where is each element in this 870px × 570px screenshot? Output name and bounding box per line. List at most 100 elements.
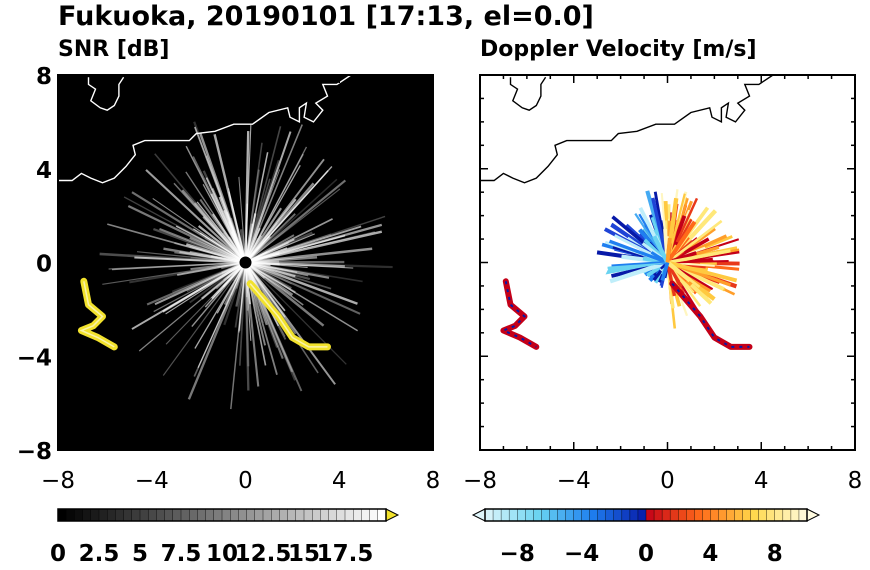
snr-colorbar-extend-max [385,508,400,522]
snr-colorbar-bin [90,508,100,522]
x-tick-label: 8 [426,468,441,494]
snr-data-layer [58,75,393,410]
velocity-colorbar-bin [742,508,752,522]
snr-axes: −8 −4 0 4 8 −8 −4 0 4 8 [17,64,441,494]
snr-colorbar-bin [147,508,158,522]
snr-ray [190,261,246,271]
velocity-colorbar-bin [484,508,494,522]
snr-colorbar-bin [295,508,305,522]
y-tick-label: −8 [17,439,52,465]
x-tick-label: 8 [848,468,863,494]
velocity-colorbar-bin [686,508,696,522]
velocity-ray [652,235,670,264]
rain-echo-south-edge [249,283,328,348]
coastline-north [87,76,125,111]
snr-ray [197,225,247,264]
snr-colorbar-label: 12.5 [235,541,292,567]
x-tick-label: 4 [754,468,769,494]
snr-ray [245,218,333,264]
velocity-colorbar-bin [702,508,712,522]
snr-ray [185,243,246,264]
coastline-north [509,76,547,111]
snr-colorbar-bin [344,508,355,522]
velocity-colorbar-bin [653,508,663,522]
velocity-colorbar-bin [774,508,784,522]
snr-ray [244,179,347,264]
snr-colorbar-bin [123,508,133,522]
snr-ray [244,164,301,263]
snr-ray [169,261,246,308]
snr-colorbar-bin [213,508,223,522]
snr-ray [194,126,247,263]
snr-ray [245,230,383,264]
velocity-colorbar-bin [517,508,527,522]
snr-colorbar-bin [197,508,207,522]
velocity-colorbar-bin [694,508,704,522]
velocity-colorbar-bin [500,508,510,522]
snr-ray [211,238,246,263]
snr-ray [204,262,247,308]
velocity-colorbar-label: −8 [500,541,535,567]
velocity-colorbar-bin [758,508,768,522]
velocity-colorbar-bin [766,508,776,522]
snr-colorbar-bin [229,508,240,522]
velocity-panel-title: Doppler Velocity [m/s] [480,37,757,62]
snr-ray [245,234,295,264]
snr-colorbar-label: 2.5 [79,541,120,567]
rain-echo-west-velocity [500,278,540,350]
x-tick-label: 0 [660,468,675,494]
snr-ray [235,262,247,307]
velocity-colorbar-bin [557,508,567,522]
velocity-colorbar-bin [508,508,518,522]
snr-ray [244,178,338,264]
velocity-colorbar-bin [597,508,607,522]
snr-colorbar-bin [57,508,68,522]
snr-ray [244,166,333,263]
snr-ray [211,213,247,264]
velocity-colorbar-bin [565,508,575,522]
velocity-colorbar-bin [581,508,591,522]
snr-ray [193,262,247,377]
velocity-colorbar-label: 0 [638,541,654,567]
snr-colorbar-bin [74,508,84,522]
snr-ray [244,126,282,263]
snr-colorbar-bin [82,508,92,522]
snr-colorbar-label: 7.5 [161,541,202,567]
velocity-ray [665,262,677,297]
snr-ray [245,188,341,263]
snr-colorbar-frame [57,508,387,522]
snr-colorbar-bin [188,508,199,522]
snr-ray [244,262,267,346]
velocity-colorbar-bin [710,508,720,522]
snr-ray [245,261,363,283]
snr-ray [245,261,345,268]
velocity-colorbar-bin [718,508,728,522]
snr-ray [134,256,246,264]
snr-ray [245,247,373,264]
velocity-colorbar-bin [750,508,760,522]
snr-ray [163,247,246,264]
velocity-colorbar-bin [734,508,744,522]
snr-colorbar-bin [287,508,297,522]
y-tick-label: −4 [17,345,52,371]
velocity-ray [660,261,670,282]
snr-colorbar-bin [172,508,182,522]
snr-ray [154,261,246,306]
snr-ray [108,261,246,270]
snr-ray [187,262,247,400]
velocity-colorbar-bin [645,508,655,522]
snr-ray [244,198,297,264]
y-tick-label: 8 [36,64,52,90]
velocity-colorbar-bin [525,508,535,522]
velocity-colorbar-bin [549,508,559,522]
snr-colorbar-bin [156,508,166,522]
velocity-colorbar-bin [726,508,736,522]
snr-ray [162,262,246,376]
snr-colorbar-label: 0 [50,541,66,567]
snr-colorbar-bin [369,508,379,522]
velocity-ray [665,220,697,264]
snr-colorbar-bin [353,508,363,522]
snr-plot-area: −8 −4 0 4 8 −8 −4 0 4 8 [17,64,441,494]
snr-ray [227,188,247,263]
